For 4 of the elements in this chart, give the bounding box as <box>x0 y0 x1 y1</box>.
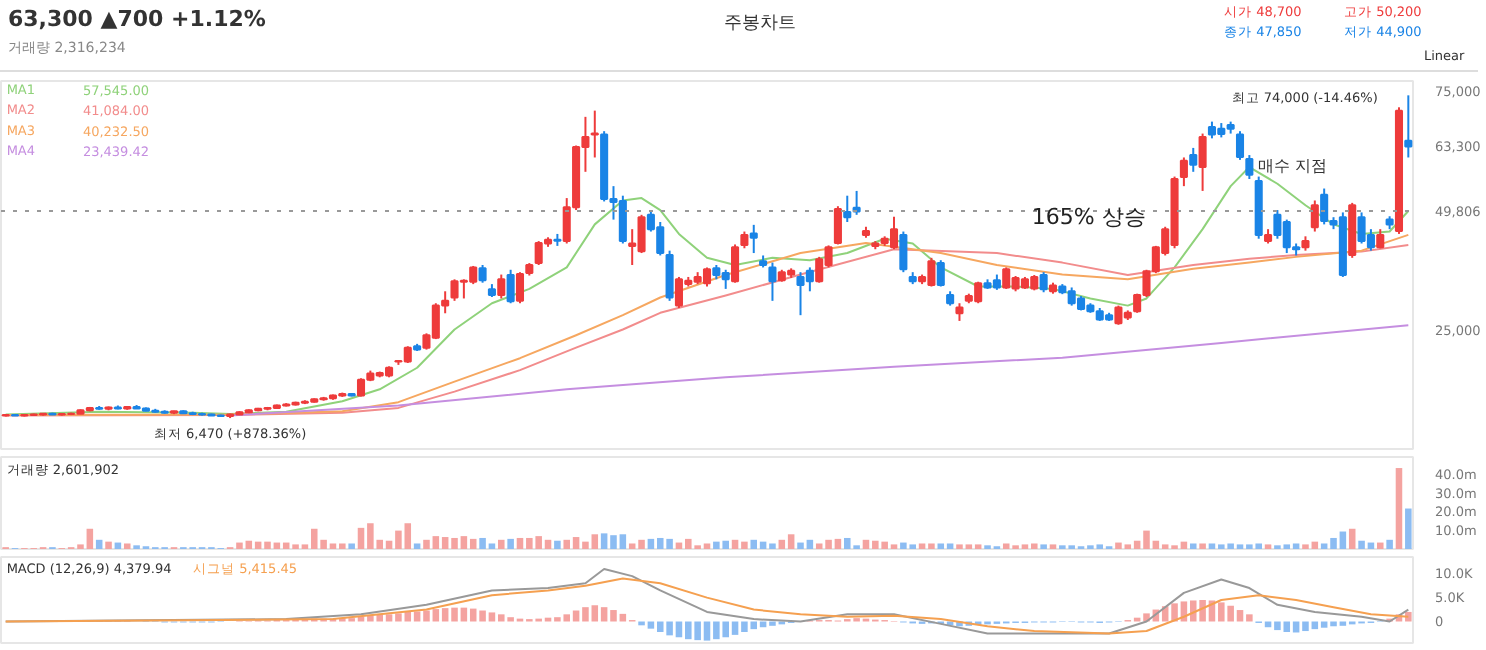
chart-title: 주봉차트 <box>722 12 798 38</box>
text: 63,300 ▲700 +1.12% <box>8 4 266 36</box>
annotation: 165% 상승 <box>1031 204 1146 231</box>
annotation: 매수 지점 <box>1257 156 1327 175</box>
